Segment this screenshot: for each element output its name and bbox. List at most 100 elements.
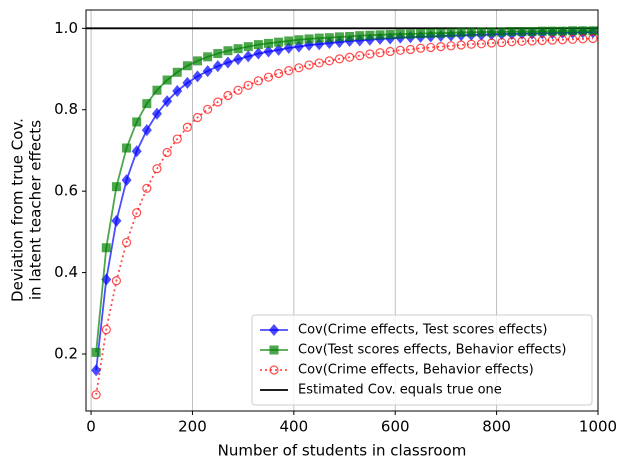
marker	[304, 34, 314, 44]
marker	[355, 50, 365, 61]
marker	[233, 85, 243, 95]
marker	[345, 52, 355, 62]
marker	[284, 36, 294, 46]
series-line	[95, 37, 593, 395]
marker	[446, 41, 456, 51]
marker	[527, 27, 537, 37]
marker	[132, 117, 142, 127]
marker	[365, 30, 375, 40]
y-axis-label: Deviation from true Cov.	[9, 118, 27, 302]
marker	[182, 61, 192, 71]
marker	[162, 95, 173, 108]
marker	[588, 33, 598, 44]
legend-label: Cov(Crime effects, Test scores effects)	[298, 323, 547, 338]
y-tick-label: 0.4	[54, 263, 78, 281]
legend-label: Estimated Cov. equals true one	[298, 383, 502, 398]
marker	[527, 36, 537, 46]
marker	[269, 324, 279, 336]
marker	[172, 134, 182, 144]
marker	[324, 33, 334, 43]
marker	[233, 44, 243, 54]
marker	[192, 70, 203, 83]
marker	[269, 345, 279, 355]
marker	[223, 90, 233, 101]
marker	[263, 38, 273, 48]
marker	[172, 85, 183, 98]
marker	[152, 85, 162, 95]
marker	[385, 29, 395, 39]
plot-frame	[85, 9, 599, 412]
y-tick-label: 0.6	[54, 182, 78, 200]
marker	[324, 56, 334, 66]
marker	[121, 237, 132, 248]
legend-label: Cov(Test scores effects, Behavior effect…	[298, 343, 567, 358]
y-tick-label: 0.2	[54, 345, 78, 363]
marker	[314, 33, 324, 43]
marker	[101, 324, 111, 335]
marker	[578, 34, 588, 44]
marker	[568, 34, 578, 44]
marker	[192, 112, 203, 123]
marker	[375, 30, 385, 40]
marker	[415, 43, 426, 53]
marker	[131, 145, 142, 158]
plot	[86, 26, 598, 400]
marker	[426, 42, 436, 53]
marker	[269, 365, 279, 375]
marker	[162, 75, 172, 85]
marker	[476, 27, 486, 37]
marker	[314, 58, 324, 68]
marker	[507, 27, 517, 37]
marker	[233, 53, 244, 66]
marker	[456, 40, 466, 50]
marker	[405, 29, 415, 39]
x-tick-label: 400	[280, 418, 309, 436]
marker	[111, 276, 122, 286]
marker	[111, 214, 122, 227]
marker	[152, 164, 162, 174]
marker	[436, 28, 446, 38]
marker	[263, 45, 274, 58]
marker	[182, 76, 193, 89]
marker	[284, 66, 294, 76]
marker	[111, 182, 121, 192]
x-tick-label: 1000	[579, 418, 617, 436]
marker	[334, 32, 344, 42]
marker	[507, 37, 517, 47]
x-tick-label: 600	[381, 418, 410, 436]
legend: Cov(Crime effects, Test scores effects) C…	[251, 314, 593, 406]
marker	[578, 26, 588, 36]
marker	[142, 183, 152, 193]
marker	[405, 44, 416, 55]
marker	[497, 27, 507, 37]
marker	[395, 45, 405, 55]
y-axis-label: in latent teacher effects	[27, 120, 45, 300]
marker	[588, 26, 598, 36]
marker	[243, 42, 253, 52]
marker	[182, 122, 192, 132]
marker	[487, 27, 497, 37]
marker	[395, 29, 405, 39]
marker	[476, 39, 487, 49]
marker	[466, 27, 476, 37]
marker	[223, 46, 233, 56]
marker	[274, 68, 284, 79]
marker	[203, 104, 213, 114]
marker	[537, 35, 547, 46]
marker	[517, 36, 527, 46]
marker	[141, 124, 152, 137]
marker	[253, 47, 264, 60]
marker	[91, 347, 101, 357]
marker	[334, 54, 345, 64]
y-tick-label: 1.0	[54, 19, 78, 37]
marker	[517, 27, 527, 37]
marker	[497, 37, 507, 48]
marker	[121, 174, 132, 187]
x-tick-label: 200	[178, 418, 207, 436]
marker	[132, 208, 142, 218]
marker	[345, 31, 355, 41]
marker	[294, 35, 304, 45]
marker	[426, 28, 436, 38]
marker	[142, 99, 152, 109]
